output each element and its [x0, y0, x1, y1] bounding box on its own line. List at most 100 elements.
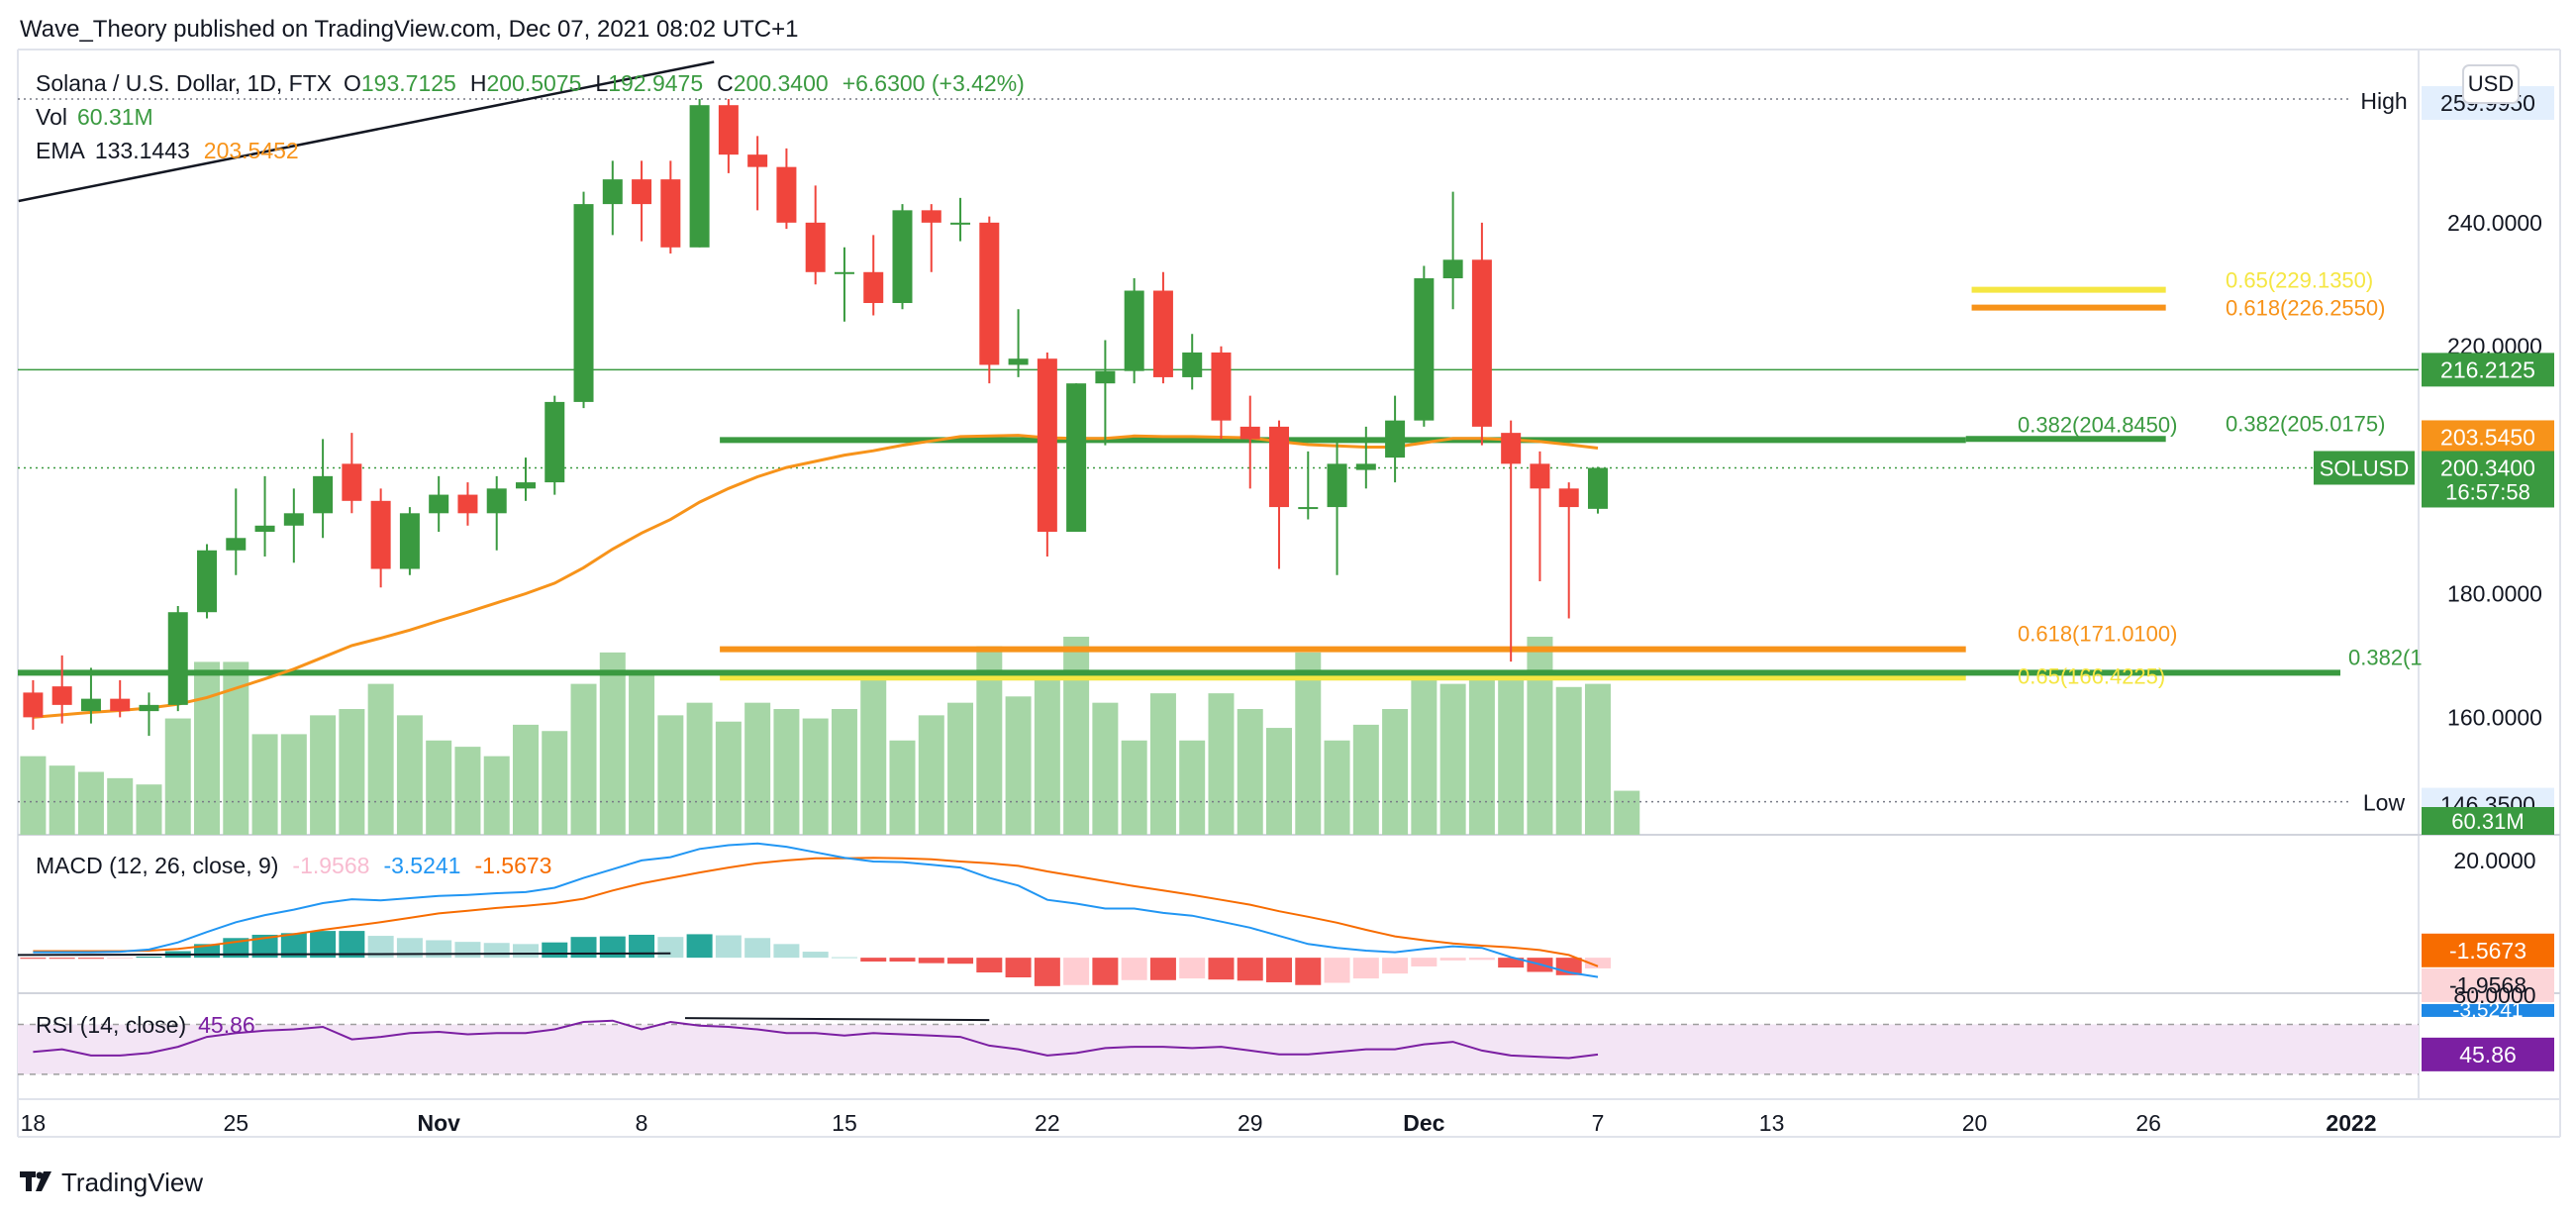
- macd-trendline: [17, 952, 671, 957]
- tradingview-logo-icon: [20, 1171, 51, 1191]
- volume-bar: [947, 702, 974, 835]
- fib-label-0.618-upper: 0.618(226.2550): [2226, 296, 2385, 321]
- macd-histogram-bar: [1498, 958, 1525, 968]
- macd-signal-tag-text: -1.5673: [2449, 938, 2526, 964]
- currency-button[interactable]: USD: [2462, 64, 2520, 104]
- volume-bar: [164, 718, 191, 835]
- macd-histogram-bar: [1237, 958, 1263, 981]
- macd-histogram-bar: [49, 958, 75, 960]
- candle-body: [1355, 463, 1376, 470]
- volume-bar: [310, 715, 337, 835]
- open-value: 193.7125: [361, 70, 456, 96]
- macd-histogram-bar: [860, 958, 887, 962]
- volume-bar: [136, 784, 162, 835]
- macd-histogram-bar: [1382, 958, 1409, 974]
- high-label: H: [470, 70, 487, 96]
- candle-body: [632, 179, 652, 205]
- candle-body: [1037, 358, 1057, 533]
- volume-bar: [512, 724, 539, 835]
- macd-signal-tag: [2422, 933, 2554, 967]
- macd-histogram-bar: [426, 940, 452, 959]
- symbol-legend: Solana / U.S. Dollar, 1D, FTX O193.7125 H…: [36, 70, 1025, 163]
- volume-bar: [1324, 740, 1350, 835]
- candle-body: [573, 204, 594, 402]
- volume-bar: [744, 702, 771, 835]
- volume-bar: [1179, 740, 1206, 835]
- macd-line-value: -3.5241: [383, 853, 460, 878]
- volume-bar: [1063, 637, 1090, 835]
- volume-bar: [1266, 728, 1293, 835]
- low-label: L: [595, 70, 608, 96]
- volume-bar: [860, 670, 887, 835]
- candle-body: [23, 692, 44, 718]
- macd-histogram-bar: [629, 934, 655, 959]
- rsi-value-tag-text: 45.86: [2459, 1042, 2517, 1067]
- currency-button-label[interactable]: USD: [2468, 71, 2514, 96]
- volume-bar: [1382, 709, 1409, 835]
- volume-bar: [715, 721, 742, 835]
- candle-body: [747, 154, 768, 167]
- volume-bar: [542, 731, 568, 835]
- candle-body: [110, 698, 131, 712]
- volume-bar: [49, 765, 75, 835]
- ema-value-tag: [2422, 420, 2554, 455]
- macd-histogram-bar: [1439, 958, 1466, 961]
- volume-bar: [107, 777, 134, 835]
- candle-body: [892, 210, 913, 304]
- symbol-tag-text: SOLUSD: [2320, 456, 2409, 480]
- macd-histogram-bar: [715, 935, 742, 959]
- candle-body: [1327, 463, 1347, 508]
- macd-histogram-bar: [1266, 958, 1293, 982]
- volume-bar: [483, 756, 510, 835]
- candle-body: [457, 494, 478, 514]
- macd-label: MACD (12, 26, close, 9): [36, 853, 278, 878]
- symbol-title[interactable]: Solana / U.S. Dollar, 1D, FTX: [36, 70, 332, 96]
- macd-histogram-bar: [686, 934, 713, 959]
- volume-bar: [686, 702, 713, 835]
- fib-label-0.65-upper: 0.65(229.1350): [2226, 268, 2373, 293]
- macd-histogram-bar: [1208, 958, 1235, 980]
- candle-body: [1239, 426, 1260, 440]
- rsi-label: RSI (14, close): [36, 1012, 186, 1038]
- volume-bar: [802, 718, 829, 835]
- candle-body: [1152, 290, 1173, 377]
- macd-histogram-bar: [831, 957, 857, 959]
- support-line-tag-text: 216.2125: [2440, 356, 2535, 382]
- volume-axis-tag: [2422, 807, 2554, 835]
- macd-histogram-bar: [483, 943, 510, 959]
- macd-signal-value: -1.5673: [474, 853, 551, 878]
- macd-histogram-bar: [773, 944, 800, 959]
- time-axis-label: 26: [2135, 1110, 2161, 1136]
- volume-bar: [280, 734, 307, 835]
- macd-histogram-bar: [1179, 958, 1206, 979]
- macd-histogram-bar: [77, 958, 104, 960]
- candle-body: [1124, 290, 1144, 371]
- macd-histogram-bar: [1005, 958, 1032, 977]
- volume-bar: [454, 747, 481, 835]
- tradingview-logo-text: TradingView: [61, 1167, 203, 1197]
- low-value: 192.9475: [608, 70, 703, 96]
- candle-body: [602, 179, 623, 205]
- volume-bar: [1411, 670, 1437, 835]
- time-axis[interactable]: 18 25 Nov 8 15 22 29 Dec 7 13 20 26 2022: [21, 1110, 2377, 1136]
- rsi-pane: 45.86: [18, 1017, 2554, 1075]
- fib-label-0.65-lower: 0.65(166.4225): [2018, 663, 2165, 688]
- candle-body: [1008, 358, 1029, 365]
- candle-body: [254, 525, 275, 533]
- candle-body: [1211, 352, 1232, 421]
- macd-hist-value: -1.9568: [292, 853, 369, 878]
- candle-body: [1530, 463, 1550, 489]
- macd-histogram-bar: [1468, 958, 1495, 961]
- macd-legend: MACD (12, 26, close, 9) -1.9568 -3.5241 -1.…: [36, 853, 551, 878]
- volume-bar: [1439, 683, 1466, 835]
- time-axis-label: 25: [223, 1110, 248, 1136]
- volume-bar: [1614, 790, 1640, 835]
- volume-bar: [1237, 709, 1263, 835]
- publisher-text: Wave_Theory published on TradingView.com…: [20, 16, 798, 43]
- rsi-value-tag: [2422, 1037, 2554, 1071]
- time-axis-label: 8: [636, 1110, 648, 1136]
- macd-histogram-bar: [107, 958, 134, 960]
- rsi-legend-text: RSI (14, close) 45.86: [36, 1012, 255, 1038]
